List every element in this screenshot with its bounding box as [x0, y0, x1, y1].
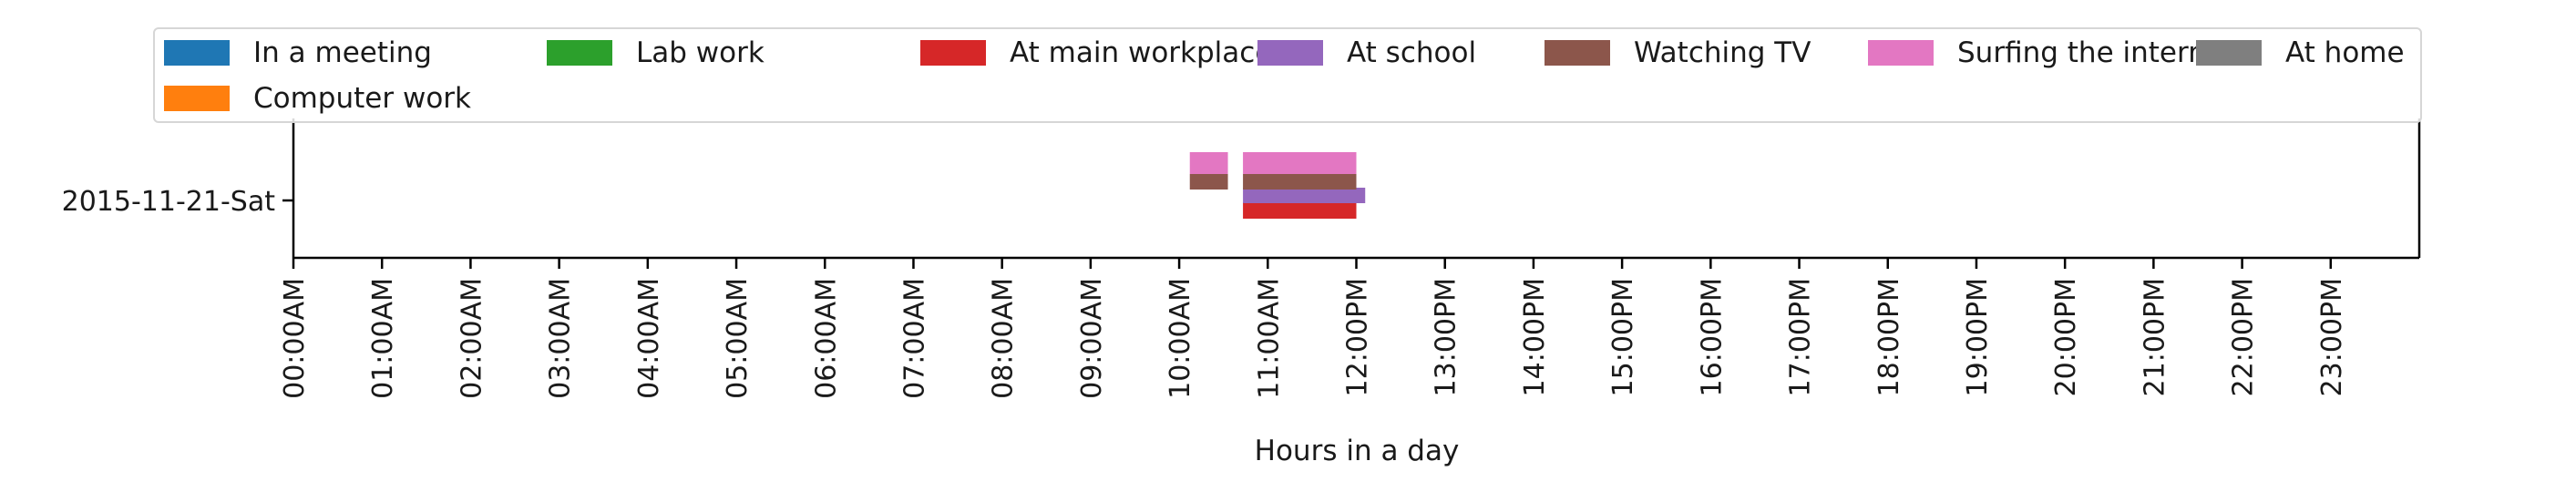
y-tick-label: 2015-11-21-Sat [62, 186, 276, 218]
legend-swatch [1868, 40, 1934, 66]
bar-surfing-the-internet-1 [1243, 152, 1357, 174]
x-tick-label: 04:00AM [633, 278, 665, 399]
x-tick-label: 14:00PM [1519, 278, 1551, 396]
legend-item: At home [2196, 36, 2405, 69]
legend-item: In a meeting [164, 36, 432, 69]
x-axis-label: Hours in a day [1255, 435, 1460, 467]
legend-label: At main workplace [1010, 36, 1273, 69]
x-tick-label: 09:00AM [1076, 278, 1108, 399]
legend-swatch [920, 40, 986, 66]
x-tick-label: 11:00AM [1253, 278, 1285, 399]
legend-swatch [547, 40, 612, 66]
x-tick-label: 12:00PM [1342, 278, 1374, 396]
x-tick-label: 03:00AM [545, 278, 577, 399]
bar-watching-tv-0 [1189, 174, 1228, 190]
x-tick-label: 16:00PM [1696, 278, 1728, 396]
x-tick-label: 02:00AM [456, 278, 487, 399]
legend-item: Surfing the internet [1868, 36, 2234, 69]
legend-swatch [164, 86, 230, 111]
bars [1189, 152, 1366, 219]
x-tick-label: 19:00PM [1962, 278, 1994, 396]
x-tick-label: 20:00PM [2050, 278, 2082, 396]
x-tick-label: 06:00AM [810, 278, 842, 399]
x-tick-label: 05:00AM [722, 278, 754, 399]
legend-label: Surfing the internet [1957, 36, 2235, 69]
bar-watching-tv-1 [1243, 174, 1357, 190]
x-tick-label: 17:00PM [1785, 278, 1817, 396]
legend-swatch [1545, 40, 1610, 66]
x-tick-label: 22:00PM [2228, 278, 2260, 396]
legend-item: Computer work [164, 82, 471, 115]
legend-label: At school [1347, 36, 1477, 69]
x-tick-label: 21:00PM [2139, 278, 2171, 396]
legend-item: Lab work [547, 36, 765, 69]
x-tick-label: 01:00AM [367, 278, 399, 399]
legend-label: In a meeting [253, 36, 432, 69]
legend-label: Lab work [636, 36, 765, 69]
legend-swatch [164, 40, 230, 66]
legend-label: At home [2285, 36, 2405, 69]
legend-item: At school [1257, 36, 1476, 69]
legend-label: Computer work [253, 82, 471, 115]
bar-surfing-the-internet-0 [1189, 152, 1228, 174]
x-tick-label: 00:00AM [279, 278, 311, 399]
x-tick-label: 08:00AM [988, 278, 1020, 399]
x-tick-label: 18:00PM [1873, 278, 1905, 396]
bar-at-school-0 [1243, 188, 1366, 203]
legend-swatch [2196, 40, 2262, 66]
legend: In a meeting Computer work Lab work At main… [153, 27, 2422, 123]
x-ticks: 00:00AM 01:00AM 02:00AM 03:00AM 04:00AM 05:00… [279, 258, 2348, 399]
legend-swatch [1257, 40, 1323, 66]
x-tick-label: 07:00AM [898, 278, 930, 399]
y-ticks: 2015-11-21-Sat [62, 186, 293, 218]
legend-label: Watching TV [1634, 36, 1811, 69]
legend-item: Watching TV [1545, 36, 1811, 69]
x-tick-label: 23:00PM [2316, 278, 2348, 396]
bar-at-main-workplace-0 [1243, 202, 1357, 219]
x-tick-label: 13:00PM [1431, 278, 1462, 396]
x-tick-label: 15:00PM [1607, 278, 1639, 396]
x-tick-label: 10:00AM [1165, 278, 1196, 399]
legend-item: At main workplace [920, 36, 1272, 69]
